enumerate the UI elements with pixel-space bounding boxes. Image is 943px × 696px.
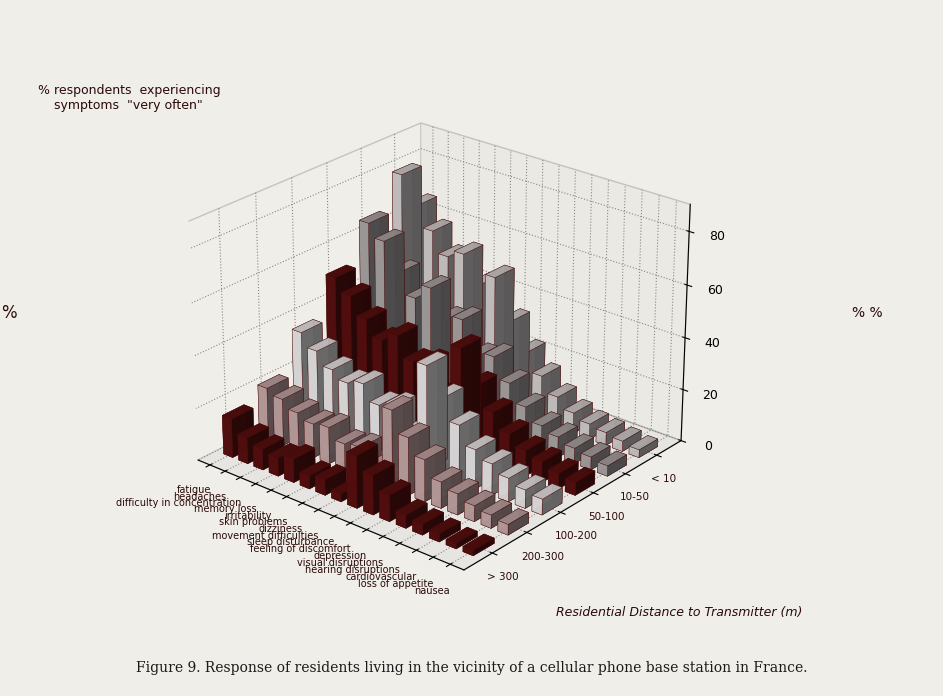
Text: % %: % %: [852, 306, 883, 320]
Text: Figure 9. Response of residents living in the vicinity of a cellular phone base : Figure 9. Response of residents living i…: [136, 661, 807, 675]
Text: %: %: [2, 304, 17, 322]
Text: % respondents  experiencing
    symptoms  "very often": % respondents experiencing symptoms "ver…: [38, 84, 221, 111]
Text: Residential Distance to Transmitter (m): Residential Distance to Transmitter (m): [555, 606, 802, 619]
